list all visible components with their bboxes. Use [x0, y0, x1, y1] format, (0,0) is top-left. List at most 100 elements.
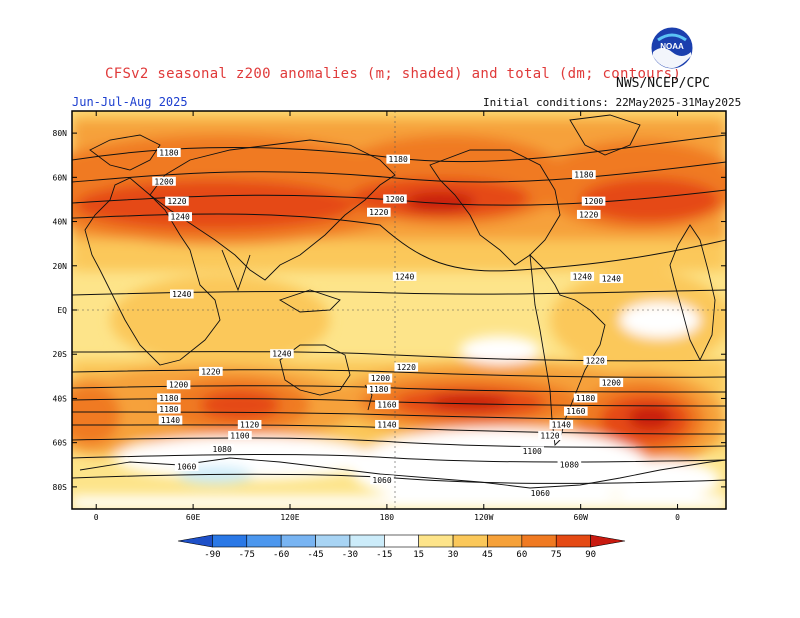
- contour-label: 1220: [397, 363, 416, 372]
- contour-label-bg: [158, 415, 183, 425]
- contour-label: 1180: [389, 155, 408, 164]
- contour-label-bg: [599, 377, 624, 387]
- contour-label: 1140: [552, 420, 571, 429]
- contour-label-bg: [383, 194, 407, 204]
- contour-label: 1140: [377, 420, 396, 429]
- contour-label: 1140: [161, 416, 180, 425]
- colorbar-cell: [555, 534, 591, 548]
- contour-label-bg: [549, 419, 574, 429]
- colorbar-cell: [590, 534, 626, 548]
- colorbar-cell: [349, 534, 385, 548]
- contour-label: 1200: [602, 378, 621, 387]
- chart-title: CFSv2 seasonal z200 anomalies (m; shaded…: [105, 66, 682, 82]
- contour-label: 1240: [172, 290, 191, 299]
- contour-label: 1200: [385, 195, 404, 204]
- colorbar-label: 45: [482, 550, 493, 560]
- contour-label-bg: [386, 154, 410, 164]
- contour-label-bg: [538, 431, 562, 441]
- contour-label-bg: [581, 196, 606, 206]
- colorbar-label: -75: [239, 550, 255, 560]
- contour-label-bg: [392, 271, 417, 281]
- lat-tick-label: 60S: [53, 439, 68, 448]
- contour-label-bg: [375, 400, 399, 410]
- lat-tick-label: 20N: [53, 262, 68, 271]
- latitude-axis: 80N 60N 40N 20N EQ 20S 40S 60S 80S: [53, 129, 726, 492]
- colorbar-cell: [246, 534, 282, 548]
- contour-label-bg: [370, 475, 394, 485]
- colorbar-cell: [487, 534, 523, 548]
- contour-label: 1180: [159, 394, 178, 403]
- contour-label-bg: [166, 380, 191, 390]
- colorbar-label: -60: [273, 550, 289, 560]
- contour-label: 1060: [531, 489, 550, 498]
- colorbar-cells: [177, 534, 626, 548]
- colorbar-cell: [521, 534, 557, 548]
- contour-label-bg: [170, 289, 194, 299]
- lon-tick-label: 120E: [280, 513, 299, 522]
- contour-label-bg: [157, 393, 181, 403]
- contour-label: 1240: [573, 272, 592, 281]
- lon-tick-label: 60E: [186, 513, 201, 522]
- contour-label-bg: [165, 196, 189, 206]
- noaa-logo-lettering: NOAA: [660, 42, 684, 51]
- lat-tick-label: 60N: [53, 173, 68, 182]
- season-label: Jun-Jul-Aug 2025: [72, 95, 188, 109]
- contour-label-bg: [572, 170, 596, 180]
- colorbar-cell: [418, 534, 454, 548]
- initial-conditions-label: Initial conditions: 22May2025-31May2025: [483, 96, 742, 109]
- lat-tick-label: 80S: [53, 483, 68, 492]
- lat-tick-label: EQ: [57, 306, 67, 315]
- agency-label: NWS/NCEP/CPC: [616, 76, 710, 91]
- colorbar-label: -45: [307, 550, 323, 560]
- lat-tick-label: 80N: [53, 129, 68, 138]
- contour-label-bg: [168, 212, 192, 222]
- contour-label: 1200: [584, 197, 603, 206]
- contour-label-bg: [573, 393, 598, 403]
- lat-tick-label: 20S: [53, 350, 68, 359]
- colorbar-cell: [212, 534, 248, 548]
- contour-label: 1200: [154, 177, 173, 186]
- contour-label-bg: [199, 366, 223, 376]
- contour-label: 1220: [579, 210, 598, 219]
- colorbar-cell: [315, 534, 351, 548]
- contour-label: 1180: [159, 405, 178, 414]
- contour-label-bg: [157, 148, 181, 158]
- contour-label-bg: [394, 362, 419, 372]
- contour-label: 1180: [159, 149, 178, 158]
- contour-label-bg: [528, 488, 553, 498]
- contour-label-bg: [570, 271, 595, 281]
- contour-label-bg: [270, 349, 294, 359]
- contour-label-bg: [520, 446, 545, 456]
- contour-label: 1220: [369, 208, 388, 217]
- contour-label: 1120: [240, 420, 259, 429]
- colorbar-cell: [177, 534, 213, 548]
- colorbar-cell: [280, 534, 316, 548]
- contour-labels: 1180 1200 1220 1240 1180 1200 1220 1180 1200 1220…: [152, 148, 624, 498]
- noaa-logo: NOAA: [650, 26, 694, 70]
- contour-label-bg: [599, 274, 624, 284]
- colorbar-labels: -90 -75 -60 -45 -30 -15 15 30 45 60 75 90: [204, 550, 596, 560]
- contour-label: 1200: [169, 381, 188, 390]
- longitude-axis: 0 60E 120E 180 120W 60W 0: [94, 111, 680, 522]
- colorbar-cell: [384, 534, 419, 548]
- contour-label: 1100: [230, 432, 249, 441]
- contour-label: 1240: [272, 350, 291, 359]
- contour-label: 1180: [576, 394, 595, 403]
- colorbar-label: 15: [413, 550, 424, 560]
- colorbar-label: 30: [448, 550, 459, 560]
- colorbar-label: 75: [551, 550, 562, 560]
- colorbar-label: 60: [516, 550, 527, 560]
- contour-label: 1080: [560, 460, 579, 469]
- contour-label-bg: [237, 419, 262, 429]
- contour-label: 1060: [177, 462, 196, 471]
- lon-tick-label: 120W: [474, 513, 493, 522]
- contour-label: 1180: [369, 385, 388, 394]
- colorbar-cell: [452, 534, 488, 548]
- contour-label-bg: [228, 431, 252, 441]
- lon-tick-label: 180: [380, 513, 395, 522]
- contour-label: 1080: [213, 445, 232, 454]
- contour-label: 1220: [201, 367, 220, 376]
- contour-label: 1220: [586, 356, 605, 365]
